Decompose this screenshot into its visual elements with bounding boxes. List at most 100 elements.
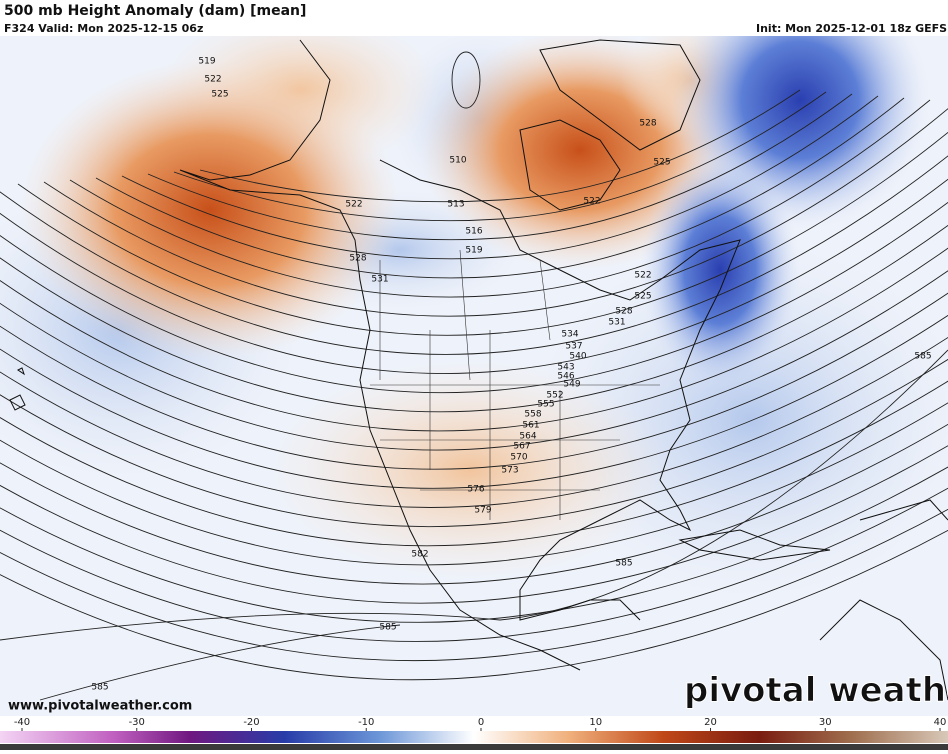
- contour-label: 585: [91, 683, 108, 693]
- contour-label: 522: [345, 200, 362, 210]
- contour-line: [69, 99, 931, 298]
- contour-label: 516: [465, 227, 482, 237]
- anomaly-orange: [270, 360, 670, 580]
- contour-label: 510: [449, 156, 466, 166]
- contour-label: 519: [198, 57, 215, 67]
- colorbar-tick-label: -10: [358, 717, 374, 728]
- contour-label: 576: [467, 485, 484, 495]
- contour-label: 558: [524, 410, 541, 420]
- contour-line: [0, 349, 948, 641]
- contour-line: [0, 508, 948, 662]
- contour-label: 525: [634, 292, 651, 302]
- contour-label: 522: [634, 271, 651, 281]
- contour-line: [0, 487, 948, 642]
- valid-time: F324 Valid: Mon 2025-12-15 06z: [4, 22, 203, 35]
- contour-label: 525: [653, 158, 670, 168]
- contour-label: 531: [608, 318, 625, 328]
- coastline: [9, 367, 26, 411]
- website: www.pivotalweather.com: [8, 699, 192, 714]
- coastline: [539, 39, 701, 151]
- contour-line: [0, 529, 948, 681]
- contour-line: [0, 201, 948, 394]
- contour-label: 522: [204, 75, 221, 85]
- contour-line: [147, 93, 853, 241]
- contour-line: [121, 95, 879, 260]
- anomaly-orange: [20, 60, 400, 360]
- contour-label: 561: [522, 421, 539, 431]
- contour-line: [43, 108, 948, 317]
- coastline: [678, 529, 831, 561]
- contour-label: 585: [379, 623, 396, 633]
- contour-label: 543: [557, 363, 574, 373]
- contour-line: [0, 336, 948, 508]
- contour-line: [0, 380, 948, 547]
- contour-label: 585: [615, 559, 632, 569]
- colorbar-tick-label: 30: [819, 717, 832, 728]
- coastlines: [9, 39, 948, 701]
- colorbar-tick-label: -30: [129, 717, 145, 728]
- title: 500 mb Height Anomaly (dam) [mean]: [4, 3, 306, 19]
- contour-label: 552: [546, 391, 563, 401]
- contour-label: 540: [569, 352, 586, 362]
- borders: [370, 249, 660, 520]
- colorbar-tick-label: 20: [704, 717, 717, 728]
- contour-label: 537: [565, 342, 582, 352]
- contour-line: [0, 270, 948, 451]
- contour-line: [0, 423, 948, 585]
- border: [379, 249, 551, 381]
- coastline: [179, 39, 581, 671]
- contour-line: [0, 445, 948, 604]
- contour-label: 531: [371, 275, 388, 285]
- contour-label: 528: [349, 254, 366, 264]
- contour-label: 522: [583, 197, 600, 207]
- contour-labels: 5195225255105135165195225285315285255225…: [91, 57, 931, 693]
- contour-line: [0, 402, 948, 566]
- init-time: Init: Mon 2025-12-01 18z GEFS: [756, 22, 947, 35]
- contour-label: 534: [561, 330, 578, 340]
- colorbar-tick-label: -40: [14, 717, 30, 728]
- contour-label: 573: [501, 466, 518, 476]
- colorbar-tick-label: -20: [243, 717, 259, 728]
- contour-line: [39, 624, 401, 701]
- contour-line: [0, 224, 948, 413]
- colorbar-tick-label: 0: [478, 717, 484, 728]
- colorbar: [0, 731, 948, 743]
- contour-label: 519: [465, 246, 482, 256]
- contour-line: [0, 358, 948, 528]
- contour-line: [173, 91, 827, 222]
- contour-line: [0, 292, 948, 470]
- logo: pivotal weather: [684, 671, 948, 711]
- contour-line: [0, 178, 948, 374]
- coastline: [519, 119, 621, 211]
- contour-label: 528: [615, 307, 632, 317]
- contour-label: 564: [519, 432, 536, 442]
- contour-line: [199, 89, 801, 203]
- map-area: 5195225255105135165195225285315285255225…: [0, 36, 948, 716]
- colorbar-ticks: -40 -30 -20 -10 0 10 20 30 40: [14, 717, 947, 731]
- contour-line: [0, 155, 948, 355]
- contour-label: 582: [411, 550, 428, 560]
- contours: [0, 51, 948, 701]
- bottom-strip: [0, 744, 948, 750]
- contour-line: [0, 466, 948, 623]
- border: [370, 330, 660, 520]
- contour-label: 555: [537, 400, 554, 410]
- contour-label: 579: [474, 506, 491, 516]
- contour-label: 567: [513, 442, 530, 452]
- contour-label: 513: [447, 200, 464, 210]
- contour-line: [0, 314, 948, 489]
- coastline: [379, 159, 741, 621]
- contour-line: [0, 247, 948, 432]
- contour-label: 525: [211, 90, 228, 100]
- contour-line: [451, 51, 481, 109]
- contour-label: 570: [510, 453, 527, 463]
- contour-line: [17, 131, 948, 336]
- contour-label: 585: [914, 352, 931, 362]
- contour-label: 549: [563, 380, 580, 390]
- colorbar-tick-label: 10: [589, 717, 602, 728]
- colorbar-tick-label: 40: [934, 717, 947, 728]
- contour-line: [95, 97, 905, 279]
- contour-label: 528: [639, 119, 656, 129]
